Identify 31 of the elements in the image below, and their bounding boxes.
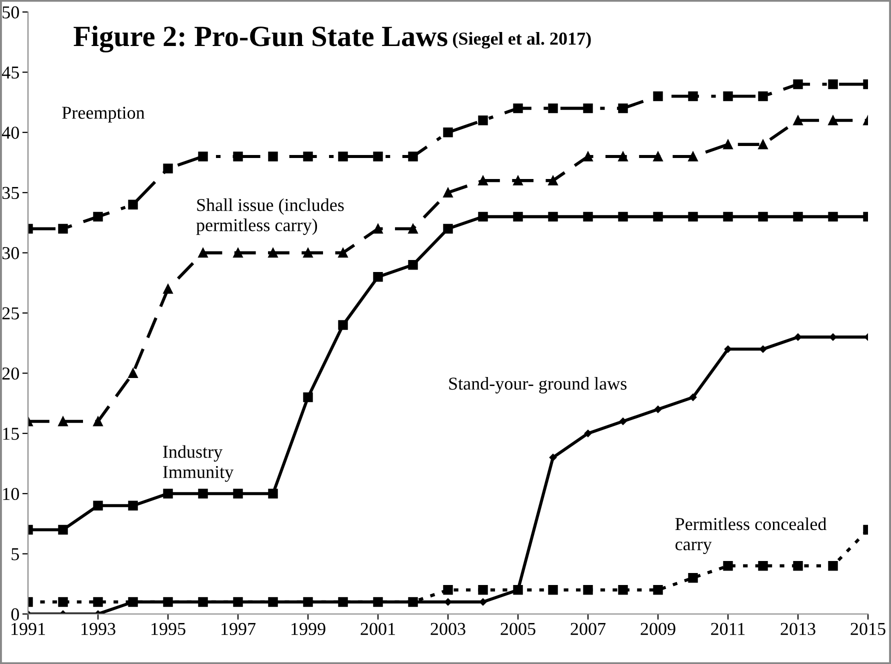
x-tick-label: 1999 [292, 622, 326, 636]
y-tick-label: 10 [3, 488, 19, 500]
x-tick-label: 2007 [570, 622, 606, 636]
y-tick-label: 45 [2, 66, 19, 79]
x-tick-label: 2013 [780, 622, 816, 636]
x-tick-label: 1995 [152, 622, 186, 636]
y-tick-label: 5 [12, 548, 19, 560]
x-tick-label: 1993 [82, 622, 116, 636]
x-tick-label: 2005 [500, 622, 536, 636]
y-tick-label: 40 [2, 126, 19, 139]
x-tick-label: 1997 [222, 622, 256, 636]
y-tick-label: 15 [3, 428, 19, 440]
y-tick-label: 25 [2, 307, 19, 320]
x-tick-label: 2001 [360, 622, 395, 636]
x-tick-label: 2011 [711, 622, 745, 636]
y-tick-label: 50 [2, 6, 19, 18]
chart-title: Figure 2: Pro-Gun State Laws [74, 26, 448, 52]
series-label: Shall issue (includes permitless carry) [196, 198, 344, 235]
x-tick-label: 1991 [12, 622, 45, 636]
x-tick-label: 2015 [850, 622, 886, 636]
y-tick-label: 35 [2, 186, 19, 200]
text: (Siegel et al. 2017) [452, 32, 591, 49]
x-tick-label: 2009 [640, 622, 676, 636]
y-tick-label: 0 [11, 608, 19, 620]
series-label: Permitless concealed carry [675, 517, 826, 554]
y-tick-label: 30 [2, 247, 19, 260]
x-tick-label: 2003 [430, 622, 466, 636]
series-label: Industry Immunity [163, 445, 234, 482]
y-tick-label: 20 [2, 367, 19, 380]
series-label: Stand-your- ground laws [449, 377, 627, 394]
text: Preemption [62, 106, 145, 123]
